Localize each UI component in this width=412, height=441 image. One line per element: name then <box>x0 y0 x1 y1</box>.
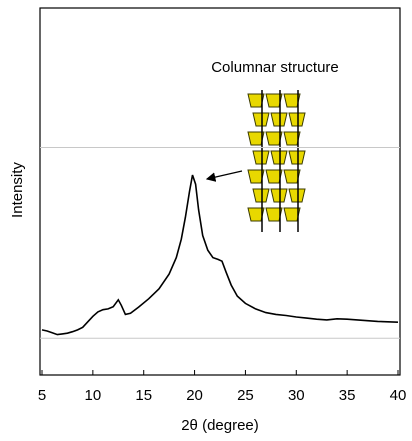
icon-block <box>283 207 301 222</box>
icon-block <box>283 169 301 184</box>
structure-icon <box>247 90 306 232</box>
icon-block <box>270 150 288 165</box>
icon-block <box>265 207 283 222</box>
icon-block <box>270 188 288 203</box>
x-tick-label: 40 <box>390 387 407 404</box>
icon-block <box>288 112 306 127</box>
x-tick-label: 5 <box>38 387 46 404</box>
icon-block <box>252 112 270 127</box>
x-tick-label: 25 <box>237 387 254 404</box>
x-tick-label: 20 <box>186 387 203 404</box>
icon-block <box>288 150 306 165</box>
icon-block <box>283 131 301 146</box>
x-axis-label: 2θ (degree) <box>181 417 259 434</box>
y-axis-label: Intensity <box>9 162 26 218</box>
icon-block <box>247 169 265 184</box>
icon-block <box>265 131 283 146</box>
x-tick-label: 15 <box>135 387 152 404</box>
icon-block <box>265 169 283 184</box>
data-line <box>41 174 399 336</box>
x-tick-label: 10 <box>85 387 102 404</box>
icon-block <box>270 112 288 127</box>
annotation: Columnar structure <box>211 59 339 76</box>
icon-block <box>247 207 265 222</box>
icon-block <box>247 93 265 108</box>
icon-block <box>265 93 283 108</box>
icon-block <box>252 188 270 203</box>
arrow <box>205 170 243 182</box>
icon-block <box>288 188 306 203</box>
plot-frame <box>39 7 401 376</box>
x-tick-label: 35 <box>339 387 356 404</box>
icon-block <box>252 150 270 165</box>
x-tick-label: 30 <box>288 387 305 404</box>
icon-block <box>247 131 265 146</box>
icon-block <box>283 93 301 108</box>
